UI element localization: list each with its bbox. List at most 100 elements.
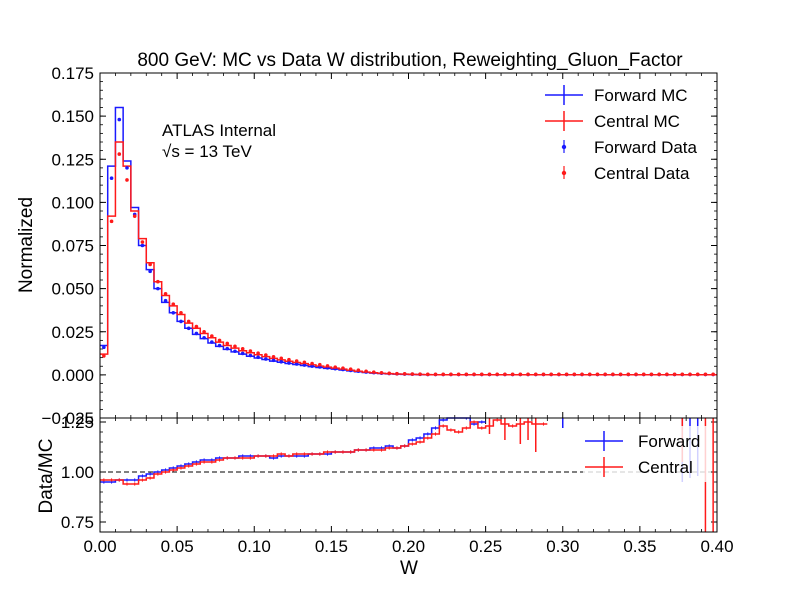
central-data-point bbox=[364, 369, 368, 374]
central-data-point bbox=[603, 372, 607, 377]
central-data-point bbox=[472, 372, 476, 377]
central-data-point bbox=[109, 219, 114, 224]
ratio-panel: 0.75 1.00 1.25 0.00 0.05 0.10 0.15 0.20 0.25 0.30… bbox=[36, 413, 734, 579]
forward-data-point bbox=[256, 355, 260, 360]
x-tick-label: 0.15 bbox=[315, 537, 348, 556]
legend-item-forward-mc: Forward MC bbox=[545, 85, 688, 105]
central-data-point bbox=[495, 372, 499, 377]
main-y-tick-label: 0.050 bbox=[51, 280, 94, 299]
x-axis-label: W bbox=[400, 558, 418, 579]
x-tick-label: 0.10 bbox=[238, 537, 271, 556]
central-data-point bbox=[240, 347, 245, 351]
x-tick-label: 0.05 bbox=[161, 537, 194, 556]
main-y-tick-label: 0.100 bbox=[51, 193, 94, 212]
central-data-point bbox=[163, 292, 168, 296]
central-data-point bbox=[672, 372, 677, 377]
central-data-point bbox=[210, 334, 214, 338]
legend-label-central-mc: Central MC bbox=[594, 112, 680, 131]
legend-label-forward: Forward bbox=[638, 432, 700, 451]
central-data-point bbox=[441, 372, 446, 377]
legend-label-forward-data: Forward Data bbox=[594, 138, 698, 157]
main-panel: −0.025 0.000 0.025 0.050 0.075 0.100 0.125 0.15… bbox=[16, 64, 718, 428]
central-data-point bbox=[503, 372, 507, 377]
x-tick-label: 0.00 bbox=[83, 537, 116, 556]
main-y-tick-label: 0.075 bbox=[51, 237, 94, 256]
central-ratio-step bbox=[100, 419, 548, 485]
central-data-point bbox=[634, 372, 638, 377]
central-data-point bbox=[533, 372, 538, 377]
central-data-point bbox=[649, 372, 654, 377]
forward-data-point bbox=[302, 363, 307, 367]
x-tick-label: 0.25 bbox=[469, 537, 502, 556]
central-data-point bbox=[348, 367, 353, 371]
main-y-tick-label: 0.150 bbox=[51, 107, 94, 126]
ratio-y-tick-label: 0.75 bbox=[61, 513, 94, 532]
forward-data-point bbox=[279, 359, 284, 364]
main-y-axis-label: Normalized bbox=[16, 197, 37, 293]
central-data-point bbox=[711, 372, 715, 377]
central-data-point bbox=[402, 372, 407, 376]
ratio-legend: Forward Central bbox=[583, 426, 711, 482]
central-data-point bbox=[410, 372, 415, 376]
central-data-point bbox=[695, 372, 700, 377]
central-data-point bbox=[156, 279, 160, 284]
central-data-point bbox=[333, 365, 338, 369]
central-data-point bbox=[549, 372, 553, 377]
legend-item-central-mc: Central MC bbox=[545, 111, 680, 131]
x-tick-label: 0.35 bbox=[623, 537, 656, 556]
main-y-ticks: −0.025 0.000 0.025 0.050 0.075 0.100 0.125 0.15… bbox=[42, 64, 718, 428]
central-data-point bbox=[179, 310, 183, 315]
central-data-point bbox=[688, 372, 692, 377]
forward-data-point bbox=[109, 176, 114, 181]
ratio-y-tick-label: 1.25 bbox=[61, 413, 94, 432]
central-data-point bbox=[449, 372, 453, 377]
central-data-point bbox=[341, 366, 345, 370]
central-data-point bbox=[595, 372, 600, 377]
central-data-point bbox=[125, 178, 129, 182]
central-data-point bbox=[418, 372, 422, 376]
forward-data-point bbox=[287, 361, 291, 365]
main-y-tick-label: 0.000 bbox=[51, 366, 94, 385]
ratio-ticks: 0.75 1.00 1.25 0.00 0.05 0.10 0.15 0.20 0.25 0.30… bbox=[61, 413, 734, 556]
forward-data-point bbox=[217, 343, 222, 348]
forward-data-point bbox=[210, 340, 214, 344]
central-data-point bbox=[587, 372, 592, 377]
main-series bbox=[100, 106, 717, 377]
central-data-point bbox=[518, 372, 523, 377]
central-data-point bbox=[264, 353, 268, 357]
main-y-tick-label: 0.175 bbox=[51, 64, 94, 83]
forward-data-point bbox=[148, 269, 152, 274]
x-tick-label: 0.30 bbox=[546, 537, 579, 556]
central-data-point bbox=[186, 319, 191, 324]
main-y-tick-label: −0.025 bbox=[42, 409, 94, 428]
forward-data-point bbox=[233, 349, 237, 354]
central-data-point bbox=[680, 372, 685, 377]
forward-data-point bbox=[264, 357, 268, 361]
central-data-point bbox=[302, 360, 307, 365]
central-data-point bbox=[132, 214, 137, 218]
forward-data-point bbox=[271, 358, 276, 363]
forward-data-point bbox=[171, 310, 176, 315]
central-data-point bbox=[479, 372, 484, 377]
central-data-point bbox=[225, 341, 230, 346]
ratio-panel-frame bbox=[99, 417, 718, 533]
central-data-point bbox=[456, 372, 461, 377]
x-tick-label: 0.40 bbox=[700, 537, 733, 556]
forward-data-point bbox=[140, 243, 145, 248]
central-data-point bbox=[641, 372, 646, 377]
central-data-point bbox=[395, 371, 399, 376]
forward-data-point bbox=[194, 331, 199, 336]
legend-item-forward: Forward bbox=[585, 431, 700, 451]
legend-label-central-data: Central Data bbox=[594, 164, 690, 183]
central-data-point bbox=[433, 372, 438, 377]
legend-item-central-data: Central Data bbox=[561, 164, 690, 183]
main-y-tick-label: 0.025 bbox=[51, 323, 94, 342]
central-data-point bbox=[217, 338, 222, 343]
forward-ratio-step bbox=[100, 417, 486, 483]
central-data-point bbox=[325, 364, 330, 368]
central-data-point bbox=[256, 351, 260, 355]
central-data-point bbox=[310, 361, 314, 366]
central-data-point bbox=[703, 372, 708, 377]
central-data-point bbox=[318, 362, 322, 367]
